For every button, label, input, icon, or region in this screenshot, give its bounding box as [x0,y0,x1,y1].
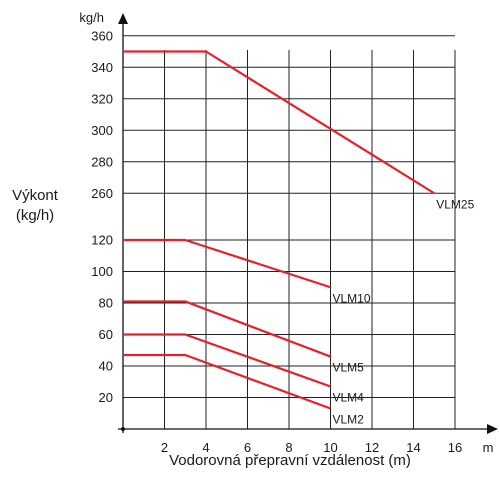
y-tick-label: 320 [91,91,113,106]
y-axis-title-line2: (kg/h) [15,207,55,224]
x-axis-arrow-icon [487,424,498,434]
series-label-vlm10: VLM10 [333,291,371,305]
series-label-vlm5: VLM5 [333,361,365,375]
y-unit-label: kg/h [79,10,104,25]
x-tick-label: 6 [244,440,251,455]
y-axis-title-line1: Výkont [12,187,58,204]
y-tick-label: 360 [91,28,113,43]
x-tick-label: 10 [323,440,337,455]
y-tick-label: 280 [91,154,113,169]
x-tick-label: 2 [161,440,168,455]
x-unit-label: m [483,440,494,455]
series-label-vlm4: VLM4 [333,390,365,404]
series-line-vlm10 [123,238,331,289]
y-tick-label: 80 [99,296,113,311]
y-tick-label: 120 [91,233,113,248]
x-tick-label: 4 [202,440,209,455]
y-tick-label: 40 [99,359,113,374]
series-line-vlm25 [123,50,435,195]
series-line-vlm2 [123,353,331,410]
series-label-vlm25: VLM25 [436,197,474,211]
y-tick-label: 20 [99,390,113,405]
origin-dot [121,427,125,431]
x-axis-title: Vodorovná přepravní vzdálenost (m) [169,452,411,469]
y-tick-label: 100 [91,264,113,279]
y-axis-title: Výkont (kg/h) [4,186,66,226]
y-tick-label: 60 [99,327,113,342]
series-line-vlm5 [123,300,331,358]
y-tick-label: 340 [91,60,113,75]
series-line-vlm4 [123,333,331,388]
y-axis-arrow-icon [118,13,128,24]
x-tick-label: 14 [406,440,420,455]
x-tick-label: 8 [285,440,292,455]
series-label-vlm2: VLM2 [333,413,365,427]
x-tick-label: 12 [365,440,379,455]
x-tick-label: 16 [448,440,462,455]
y-tick-label: 300 [91,123,113,138]
y-tick-label: 260 [91,186,113,201]
